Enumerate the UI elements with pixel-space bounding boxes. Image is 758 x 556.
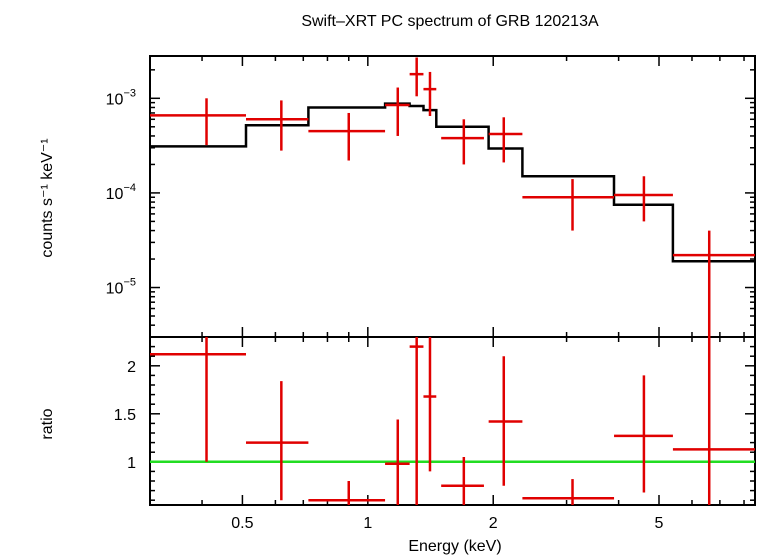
data-point-ratio — [423, 337, 437, 472]
data-point-spectrum — [672, 230, 755, 337]
y-tick-label-ratio: 1.5 — [114, 407, 136, 424]
data-point-spectrum — [246, 100, 309, 151]
y-tick-label-spectrum: 10−5 — [106, 277, 136, 298]
data-point-spectrum — [150, 98, 247, 146]
chart-labels: Swift–XRT PC spectrum of GRB 120213A Ene… — [39, 13, 599, 555]
data-point-ratio — [150, 337, 247, 462]
data-point-spectrum — [385, 87, 410, 136]
data-point-ratio — [409, 337, 424, 505]
y-tick-label-ratio: 2 — [127, 359, 136, 376]
chart-title: Swift–XRT PC spectrum of GRB 120213A — [301, 13, 599, 30]
data-point-ratio — [385, 419, 410, 505]
panel-frame-spectrum — [149, 55, 756, 338]
data-point-spectrum — [488, 117, 523, 163]
y-tick-label-spectrum: 10−4 — [106, 182, 136, 203]
data-point-spectrum — [308, 112, 386, 161]
data-point-spectrum — [423, 71, 437, 117]
data-point-spectrum — [409, 57, 424, 97]
y-tick-label-ratio: 1 — [127, 455, 136, 472]
x-tick-label: 0.5 — [231, 515, 253, 532]
chart-series — [150, 57, 755, 505]
data-point-ratio — [308, 481, 386, 505]
panel-frames — [149, 55, 756, 506]
axis-ticks: 10−3 10−4 10−5 1 1.5 2 0.5 1 2 5 — [106, 56, 755, 532]
data-point-ratio — [441, 457, 484, 505]
y-axis-label-ratio: ratio — [39, 408, 56, 439]
x-tick-label: 2 — [489, 515, 498, 532]
panel-frame-ratio — [149, 336, 756, 506]
data-point-ratio — [246, 381, 309, 501]
data-point-spectrum — [441, 119, 484, 165]
data-point-ratio — [614, 375, 673, 493]
data-point-spectrum — [614, 176, 673, 222]
x-axis-label: Energy (keV) — [408, 538, 501, 555]
data-point-ratio — [488, 356, 523, 486]
data-point-ratio — [672, 337, 755, 505]
data-point-ratio — [522, 479, 615, 505]
model-step-line — [150, 102, 755, 263]
data-point-spectrum — [522, 179, 615, 231]
x-tick-label: 1 — [363, 515, 372, 532]
y-tick-label-spectrum: 10−3 — [106, 87, 136, 108]
x-tick-label: 5 — [655, 515, 664, 532]
y-axis-label-spectrum: counts s⁻¹ keV⁻¹ — [39, 138, 56, 257]
